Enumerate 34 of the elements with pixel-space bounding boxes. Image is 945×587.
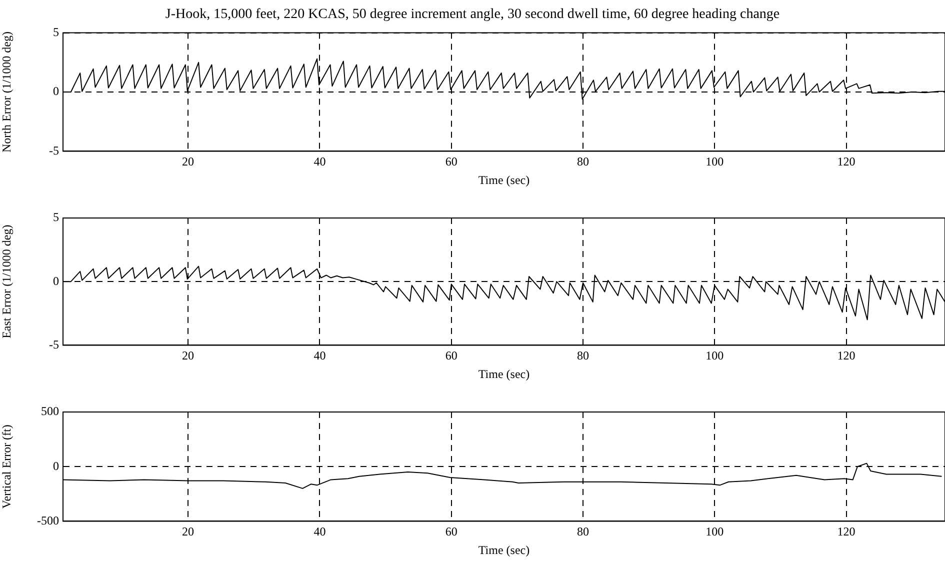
y-axis-title: Vertical Error (ft)	[0, 424, 14, 509]
x-tick-label: 40	[314, 524, 326, 539]
y-tick-label: -5	[49, 143, 59, 158]
y-tick-label: 500	[41, 404, 59, 418]
x-tick-label: 40	[314, 154, 326, 169]
x-axis-title: Time (sec)	[478, 172, 530, 187]
y-tick-label: 5	[53, 210, 59, 224]
x-tick-label: 80	[576, 524, 589, 539]
y-tick-label: 0	[53, 274, 59, 288]
x-axis-title: Time (sec)	[478, 542, 530, 557]
y-tick-label: 0	[53, 458, 59, 473]
y-tick-label: 0	[53, 84, 59, 98]
x-tick-label: 120	[837, 154, 856, 169]
x-axis-title: Time (sec)	[478, 366, 530, 381]
x-tick-label: 80	[576, 154, 589, 169]
x-tick-label: 80	[576, 348, 589, 363]
x-tick-label: 20	[182, 154, 194, 169]
x-tick-label: 120	[837, 348, 856, 363]
x-tick-label: 120	[837, 524, 856, 539]
x-tick-label: 60	[445, 154, 458, 169]
y-tick-label: 5	[53, 24, 59, 39]
y-axis-title: North Error (1/1000 deg)	[0, 32, 14, 152]
x-tick-label: 20	[182, 348, 194, 363]
y-tick-label: -500	[37, 513, 59, 528]
x-tick-label: 20	[182, 524, 194, 539]
x-tick-label: 100	[706, 524, 724, 539]
x-tick-label: 60	[445, 348, 458, 363]
y-axis-title: East Error (1/1000 deg)	[0, 224, 14, 338]
x-tick-label: 60	[445, 524, 458, 539]
x-tick-label: 40	[314, 348, 326, 363]
chart-title: J-Hook, 15,000 feet, 220 KCAS, 50 degree increment angle, 30 second dwell time, 60 degree heading change	[165, 7, 780, 22]
y-tick-label: -5	[49, 337, 59, 352]
x-tick-label: 100	[706, 154, 724, 169]
x-tick-label: 100	[706, 348, 724, 363]
